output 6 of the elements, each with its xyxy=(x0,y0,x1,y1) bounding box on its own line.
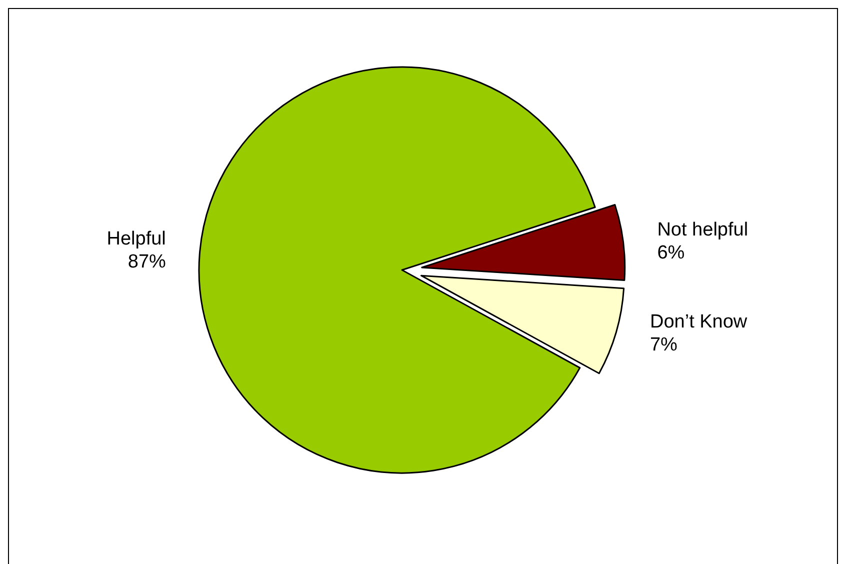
slice-label: Don’t Know xyxy=(650,311,748,332)
slice-label: Not helpful xyxy=(657,220,748,241)
slice-label: Helpful xyxy=(106,228,166,250)
data-label: 87% xyxy=(128,252,166,273)
data-label: 7% xyxy=(650,334,678,356)
data-label: 6% xyxy=(657,242,685,264)
